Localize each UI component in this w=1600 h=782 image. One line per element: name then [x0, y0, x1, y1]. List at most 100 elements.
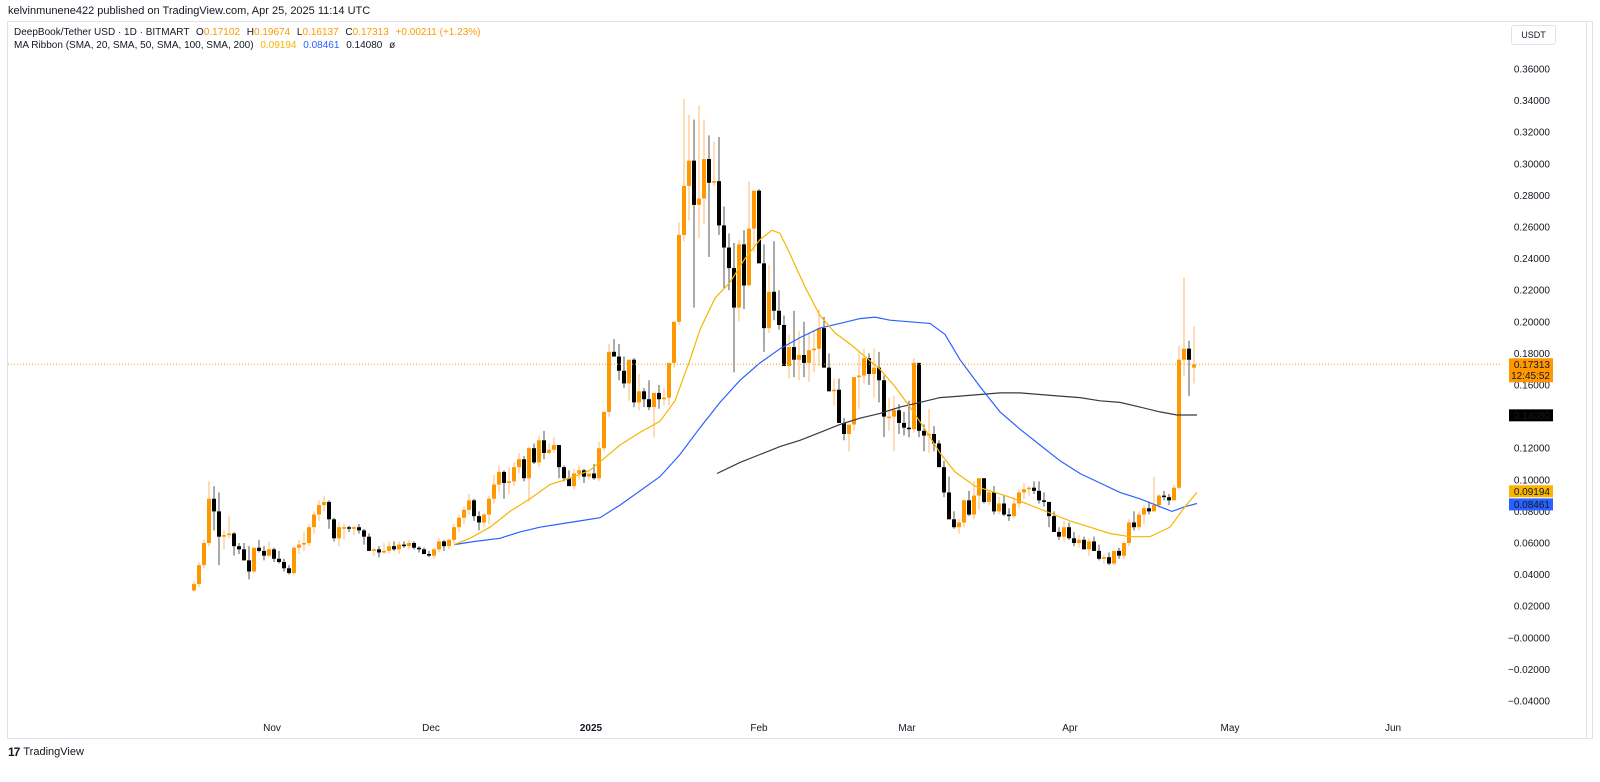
indicator-name: MA Ribbon (SMA, 20, SMA, 50, SMA, 100, S…: [14, 40, 254, 51]
currency-button[interactable]: USDT: [1511, 25, 1556, 45]
candle-body: [652, 392, 656, 408]
candle-body: [452, 527, 456, 540]
price-tick-label: −0.00000: [1508, 633, 1550, 644]
candle-body: [367, 536, 371, 551]
price-tick-label: 0.18000: [1514, 349, 1551, 360]
candle-body: [1082, 539, 1086, 550]
candle-body: [472, 500, 476, 517]
candle-body: [432, 549, 436, 556]
candle-body: [1037, 490, 1041, 501]
candle-body: [877, 367, 881, 381]
candle-body: [1052, 516, 1056, 532]
candle-body: [1127, 522, 1131, 543]
ma50-price-tag-text: 0.08461: [1514, 500, 1551, 511]
candle-body: [237, 546, 241, 550]
price-axis-separator: [1586, 21, 1587, 739]
price-tick-label: 0.06000: [1514, 539, 1551, 550]
candle-body: [792, 347, 796, 360]
candle-body: [307, 527, 311, 543]
candle-body: [682, 185, 686, 235]
candle-body: [677, 234, 681, 322]
candle-body: [212, 498, 216, 512]
candle-body: [582, 470, 586, 477]
candle-body: [1192, 364, 1196, 368]
candle-body: [492, 484, 496, 499]
candle-body: [862, 358, 866, 376]
candle-body: [1012, 503, 1016, 517]
close-value: 0.17313: [352, 27, 389, 38]
candle-body: [402, 544, 406, 547]
indicator-legend-row[interactable]: MA Ribbon (SMA, 20, SMA, 50, SMA, 100, S…: [14, 39, 480, 52]
candle-body: [1047, 501, 1051, 517]
candle-body: [1072, 538, 1076, 543]
candle-body: [607, 351, 611, 412]
candle-body: [217, 511, 221, 537]
candle-body: [612, 351, 616, 357]
time-tick-label: Jun: [1385, 723, 1401, 734]
candle-body: [482, 514, 486, 523]
candle-body: [627, 359, 631, 384]
candle-body: [1092, 541, 1096, 551]
candle-body: [602, 411, 606, 449]
candle-body: [727, 247, 731, 269]
footer: 17 TradingView: [8, 745, 84, 759]
candle-body: [962, 500, 966, 523]
candle-body: [1187, 348, 1191, 360]
close-label: C: [345, 27, 353, 38]
sma50-line: [453, 316, 1198, 546]
candle-body: [892, 410, 896, 417]
price-tick-label: −0.04000: [1508, 697, 1550, 708]
candle-body: [332, 519, 336, 539]
candle-body: [527, 448, 531, 479]
candle-body: [642, 391, 646, 400]
candle-body: [897, 410, 901, 423]
candle-body: [712, 181, 716, 183]
open-value: 0.17102: [203, 27, 240, 38]
candle-body: [1122, 543, 1126, 556]
candle-body: [772, 291, 776, 311]
candle-body: [297, 544, 301, 548]
time-axis[interactable]: Nov Dec 2025 Feb Mar Apr May Jun: [263, 723, 1401, 734]
candle-body: [197, 565, 201, 585]
candle-body: [282, 561, 286, 569]
price-tick-label: 0.20000: [1514, 317, 1551, 328]
candle-body: [467, 500, 471, 510]
ma50-value: 0.08461: [303, 40, 340, 51]
candle-body: [802, 354, 806, 363]
candle-body: [797, 354, 801, 360]
sma200-line: [716, 392, 1197, 475]
na-value: ø: [389, 40, 396, 51]
time-tick-label: Feb: [750, 723, 768, 734]
candle-body: [377, 549, 381, 553]
price-axis[interactable]: 0.36000 0.34000 0.32000 0.30000 0.28000 0.260…: [1508, 65, 1550, 708]
candle-body: [347, 527, 351, 529]
candle-body: [1067, 527, 1071, 539]
candle-body: [222, 535, 226, 537]
candle-body: [1157, 495, 1161, 506]
symbol-legend-row[interactable]: DeepBook/Tether USD · 1D · BITMART O0.17…: [14, 26, 480, 39]
candle-body: [442, 541, 446, 547]
candle-body: [692, 160, 696, 205]
candle-body: [722, 225, 726, 248]
open-label: O: [196, 27, 204, 38]
chart-frame: [7, 21, 1593, 739]
candle-body: [257, 547, 261, 551]
high-value: 0.19674: [253, 27, 291, 38]
candle-body: [342, 527, 346, 529]
candle-body: [807, 350, 811, 363]
ma200-value: 0.14080: [346, 40, 383, 51]
low-value: 0.16137: [302, 27, 339, 38]
candle-body: [1097, 550, 1101, 559]
time-tick-label: Nov: [263, 723, 281, 734]
candle-body: [372, 549, 376, 551]
last-price-tag: [1509, 358, 1553, 383]
candle-body: [262, 550, 266, 556]
candle-body: [817, 328, 821, 349]
candle-body: [742, 244, 746, 286]
candle-body: [617, 356, 621, 371]
candle-body: [522, 459, 526, 479]
chart-legend: DeepBook/Tether USD · 1D · BITMART O0.17…: [14, 26, 480, 52]
candle-body: [967, 500, 971, 515]
